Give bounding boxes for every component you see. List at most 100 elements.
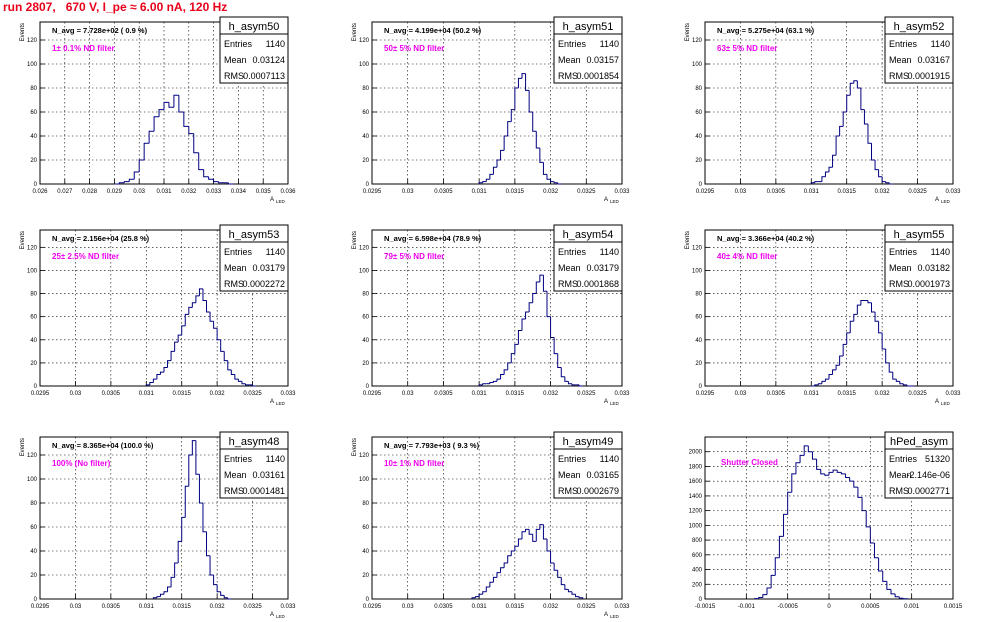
histogram-bin (216, 328, 221, 341)
histogram-bin (496, 572, 501, 578)
x-tick-label: 0.034 (231, 189, 247, 195)
stats-rms-value: 0.0001973 (907, 279, 950, 289)
x-tick-label: 0.0315 (506, 391, 525, 397)
histogram-bin (173, 94, 179, 108)
stats-box (884, 33, 954, 84)
histogram-bin (510, 550, 515, 556)
y-tick-label: 80 (362, 86, 369, 92)
stats-entries-value: 1140 (600, 454, 619, 464)
y-tick-label: 120 (27, 453, 38, 459)
histogram-bin (828, 471, 834, 476)
filter-annotation: 50± 5% ND filter (384, 44, 444, 53)
y-tick-label: 80 (362, 292, 369, 298)
histogram-bin (578, 384, 583, 387)
y-tick-label: 0 (366, 384, 370, 390)
histogram-bin (123, 181, 130, 183)
x-tick-label: 0.031 (472, 391, 488, 397)
histogram-bin (824, 171, 829, 177)
histogram-bin (485, 178, 490, 182)
navg-label: N_avg = 8.365e+04 (100.0 %) (52, 441, 154, 450)
histogram-bin (507, 362, 512, 370)
x-tick-label: 0.036 (280, 189, 296, 195)
histogram-bin (770, 574, 776, 588)
x-tick-label: 0.0325 (243, 391, 262, 397)
x-tick-label: 0.0305 (434, 391, 453, 397)
y-tick-label: 20 (695, 361, 702, 367)
histogram-bin (874, 312, 879, 322)
histogram-name: h_asym48 (229, 436, 280, 448)
histogram-bin (865, 510, 871, 528)
histogram-bin (888, 362, 893, 373)
stats-entries-value: 1140 (266, 247, 285, 257)
x-tick-label: 0.033 (945, 189, 961, 195)
histogram-bin (241, 381, 246, 385)
x-axis-label-subscript: LED (941, 199, 951, 204)
navg-label: N_avg = 6.598e+04 (78.9 %) (384, 234, 482, 243)
histogram-bin (475, 596, 480, 598)
histogram-bin (867, 300, 872, 304)
histogram-bin (234, 374, 239, 380)
stats-entries-label: Entries (889, 39, 918, 49)
histogram-bin (861, 497, 867, 512)
histogram-bin (898, 596, 904, 599)
x-axis-label-subscript: LED (610, 199, 620, 204)
x-axis-label: A (935, 399, 939, 405)
x-tick-label: 0.035 (256, 189, 272, 195)
x-tick-label: 0.0305 (102, 391, 121, 397)
histogram-bin (485, 586, 490, 592)
y-axis-label: Events (685, 23, 691, 41)
stats-entries-value: 1140 (600, 39, 619, 49)
histogram-bin (550, 316, 555, 338)
histogram-bin (500, 149, 505, 160)
y-tick-label: 200 (692, 582, 703, 588)
histogram-bin (528, 302, 533, 313)
histogram-bin (227, 597, 232, 600)
histogram-bin (550, 551, 555, 564)
stats-rms-label: RMS (558, 486, 578, 496)
histogram-bin (839, 355, 844, 366)
histogram-bin (811, 451, 817, 460)
stats-mean-label: Mean (224, 470, 247, 480)
histogram-bin (869, 526, 875, 544)
x-tick-label: 0.03 (402, 189, 414, 195)
x-tick-label: 0.031 (804, 189, 820, 195)
filter-annotation: 100% (No filter) (52, 459, 111, 468)
histogram-bin (184, 313, 189, 326)
navg-label: N_avg = 3.366e+04 (40.2 %) (717, 234, 815, 243)
plot-frame (371, 21, 623, 185)
histogram-bin (899, 381, 904, 385)
y-tick-label: 100 (359, 477, 370, 483)
histogram-bin (567, 381, 572, 385)
histogram-bin (525, 311, 530, 319)
histogram-bin (532, 293, 537, 303)
y-tick-label: 120 (692, 38, 703, 44)
histogram-bin (482, 383, 487, 385)
stats-mean-label: Mean (889, 55, 912, 65)
y-tick-label: 60 (362, 525, 369, 531)
histogram-bin (906, 384, 911, 387)
histogram-bin (532, 534, 537, 542)
stats-rms-value: 0.0001868 (576, 279, 619, 289)
x-tick-label: 0.032 (543, 189, 559, 195)
histogram-bin (560, 577, 565, 586)
y-tick-label: 100 (27, 477, 38, 483)
stats-mean-label: Mean (889, 263, 912, 273)
histogram-bin (578, 596, 584, 599)
histogram-bin (188, 454, 193, 487)
histogram-bin (553, 181, 558, 184)
histogram-bin (174, 562, 179, 578)
histogram-bin (148, 130, 155, 144)
histogram-bin (181, 325, 186, 336)
histogram-bin (517, 538, 522, 547)
histogram-bin (507, 121, 512, 136)
histogram-bin (557, 353, 562, 369)
y-tick-label: 120 (692, 245, 703, 251)
y-axis-label: Events (20, 438, 26, 456)
histogram-bin (546, 291, 551, 318)
stats-rms-label: RMS (889, 486, 909, 496)
histogram-bin (156, 596, 161, 598)
x-tick-label: 0.0295 (363, 189, 382, 195)
histogram-bin (842, 343, 847, 356)
histogram-bin (787, 491, 792, 515)
histogram-bin (564, 376, 569, 382)
